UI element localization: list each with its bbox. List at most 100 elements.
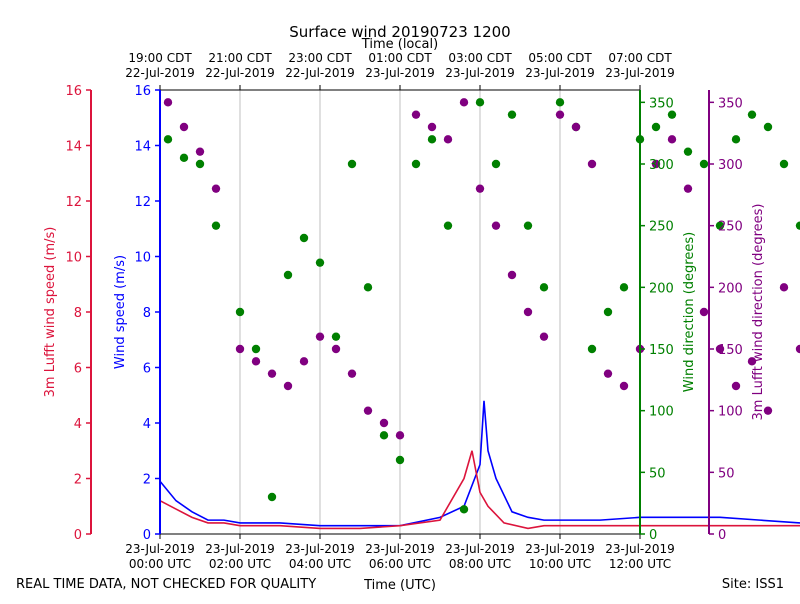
lufft-dir-axis-tick-label: 0 [718, 528, 726, 543]
wind-speed-axis-tick-label: 10 [134, 251, 151, 266]
wind_dir-point [179, 153, 189, 163]
lufft-dir-axis-tick-label: 200 [718, 281, 743, 296]
lufft_dir-point [395, 431, 405, 440]
top-tick-label: 23:00 CDT 22-Jul-2019 [285, 51, 355, 80]
top-tick-label: 03:00 CDT 23-Jul-2019 [445, 51, 515, 80]
lufft_dir-point [267, 369, 277, 378]
series-layer [159, 98, 800, 530]
wind-speed-axis-tick-label: 0 [143, 528, 151, 543]
wind-speed-axis-tick-label: 6 [143, 362, 151, 377]
lufft_dir-point [747, 357, 757, 366]
wind-speed-axis-label: Wind speed (m/s) [113, 255, 128, 369]
wind_dir-point [315, 258, 325, 267]
wind_dir-point [779, 159, 789, 169]
lufft_dir-point [411, 110, 421, 119]
lufft-speed-axis-tick-label: 12 [65, 195, 82, 210]
lufft_dir-point [651, 159, 661, 169]
wind_dir-point [651, 122, 661, 132]
lufft_dir-point [363, 406, 373, 415]
lufft-dir-axis-tick-label: 300 [718, 158, 743, 173]
lufft_dir-point [555, 110, 565, 119]
wind_dir-point [459, 505, 469, 514]
lufft_dir-point [299, 357, 309, 366]
wind_dir-point [411, 159, 421, 169]
lufft_dir-point [763, 406, 773, 415]
x-tick-label: 23-Jul-2019 06:00 UTC [365, 542, 435, 571]
quality-notice: REAL TIME DATA, NOT CHECKED FOR QUALITY [16, 577, 316, 592]
wind_dir-point [427, 135, 437, 144]
wind_dir-point [507, 110, 517, 119]
wind_dir-point [587, 344, 597, 354]
lufft_dir-point [379, 418, 389, 428]
lufft_dir-point [443, 135, 453, 144]
lufft_dir-point [731, 381, 741, 391]
wind_dir-point [555, 98, 565, 107]
wind-dir-axis-tick-label: 50 [649, 466, 666, 481]
wind_dir-point [395, 455, 405, 465]
lufft-speed-axis-tick-label: 10 [65, 251, 82, 266]
lufft-speed-axis-tick-label: 16 [65, 84, 82, 99]
wind-dir-axis-tick-label: 300 [649, 158, 674, 173]
lufft-speed-axis-tick-label: 0 [74, 528, 82, 543]
lufft_dir-point [283, 381, 293, 391]
lufft_dir-point [603, 369, 613, 378]
lufft_speed-line [159, 450, 800, 530]
wind_dir-point [619, 283, 629, 292]
lufft_dir-point [331, 344, 341, 354]
wind-speed-axis-tick-label: 14 [134, 140, 151, 155]
lufft_dir-point [523, 307, 533, 317]
wind_dir-point [331, 332, 341, 341]
lufft_dir-point [571, 122, 581, 132]
x-tick-label: 23-Jul-2019 00:00 UTC [125, 542, 195, 571]
lufft-speed-axis-tick-label: 8 [74, 306, 82, 321]
wind-dir-axis-tick-label: 200 [649, 281, 674, 296]
top-axis-label: Time (local) [361, 37, 438, 52]
wind_dir-point [715, 221, 725, 230]
lufft-speed-axis-label: 3m Lufft wind speed (m/s) [43, 227, 58, 398]
lufft-dir-axis-tick-label: 350 [718, 96, 743, 111]
wind_dir-point [475, 98, 485, 107]
site-label: Site: ISS1 [722, 577, 784, 592]
wind-speed-axis-tick-label: 12 [134, 195, 151, 210]
wind_dir-point [443, 221, 453, 230]
wind_dir-point [163, 135, 173, 144]
wind_dir-point [795, 221, 800, 230]
chart-title: Surface wind 20190723 1200 [289, 23, 510, 41]
lufft_dir-point [179, 122, 189, 132]
x-tick-label: 23-Jul-2019 04:00 UTC [285, 542, 355, 571]
wind-dir-axis-tick-label: 150 [649, 343, 674, 358]
lufft_dir-point [163, 98, 173, 107]
wind_dir-point [763, 122, 773, 132]
wind_dir-point [667, 110, 677, 119]
wind_dir-point [731, 135, 741, 144]
wind_dir-point [539, 283, 549, 292]
wind_dir-point [211, 221, 221, 230]
wind-speed-axis-tick-label: 2 [143, 473, 151, 488]
lufft_dir-point [427, 122, 437, 132]
lufft_dir-point [667, 135, 677, 144]
lufft-dir-axis-label: 3m Lufft wind direction (degrees) [751, 204, 766, 421]
wind-dir-axis-tick-label: 250 [649, 220, 674, 235]
x-axis-label: Time (UTC) [363, 578, 436, 593]
wind_dir-point [283, 270, 293, 280]
lufft-speed-axis-tick-label: 14 [65, 140, 82, 155]
wind-dir-axis-label: Wind direction (degrees) [682, 232, 697, 392]
top-tick-label: 21:00 CDT 22-Jul-2019 [205, 51, 275, 80]
lufft_dir-point [195, 147, 205, 156]
wind_dir-point [683, 147, 693, 156]
wind_dir-point [299, 233, 309, 243]
wind_dir-point [603, 307, 613, 317]
lufft_dir-point [587, 159, 597, 169]
x-tick-label: 23-Jul-2019 10:00 UTC [525, 542, 595, 571]
wind-dir-axis-tick-label: 0 [649, 528, 657, 543]
wind-dir-axis-tick-label: 100 [649, 405, 674, 420]
wind_dir-point [491, 159, 501, 169]
lufft-dir-axis-tick-label: 150 [718, 343, 743, 358]
wind_dir-point [699, 159, 709, 169]
wind-speed-axis-tick-label: 4 [143, 417, 151, 432]
lufft-speed-axis-tick-label: 4 [74, 417, 82, 432]
top-tick-label: 05:00 CDT 23-Jul-2019 [525, 51, 595, 80]
wind-speed-axis-tick-label: 8 [143, 306, 151, 321]
top-tick-label: 01:00 CDT 23-Jul-2019 [365, 51, 435, 80]
